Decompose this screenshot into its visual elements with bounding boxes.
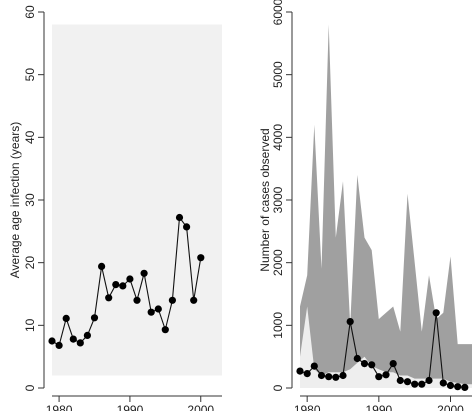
uncertainty-band-1 — [300, 306, 472, 388]
y-tick-label: 20 — [23, 256, 37, 270]
data-point — [69, 335, 77, 343]
y-tick-label: 4000 — [271, 124, 285, 151]
data-point — [368, 361, 376, 369]
data-point — [396, 376, 404, 385]
y-tick-label: 0 — [23, 384, 37, 391]
data-point — [375, 373, 383, 381]
data-point — [332, 373, 340, 381]
data-point — [346, 318, 354, 326]
data-point — [303, 370, 311, 378]
data-point — [147, 308, 155, 316]
data-point — [389, 360, 397, 368]
data-point — [119, 282, 127, 290]
y-tick-label: 60 — [23, 5, 37, 19]
data-point — [446, 381, 455, 390]
x-tick-label: 2000 — [437, 403, 464, 411]
data-point — [126, 275, 134, 283]
data-point — [403, 378, 412, 386]
data-point — [62, 314, 70, 322]
y-tick-label: 3000 — [271, 186, 285, 213]
data-point — [310, 362, 318, 370]
data-point — [154, 305, 162, 313]
data-point — [183, 223, 191, 231]
y-tick-label: 2000 — [271, 249, 285, 276]
data-point — [353, 354, 361, 363]
y-axis-title: Average age infection (years) — [8, 122, 22, 279]
y-tick-label: 1000 — [271, 312, 285, 339]
data-point — [90, 314, 99, 322]
data-point — [325, 373, 333, 381]
data-point — [360, 360, 369, 368]
left-panel-average-age: 0 10 20 30 40 50 60 1980 1990 2000 Average age inf… — [8, 5, 222, 411]
data-point — [411, 380, 419, 388]
data-point — [439, 379, 447, 387]
data-point — [175, 213, 184, 222]
x-tick-label: 1980 — [46, 403, 73, 411]
data-point — [418, 380, 426, 388]
data-point — [105, 294, 113, 302]
data-point — [190, 296, 198, 304]
data-point — [98, 262, 106, 270]
x-tick-label: 1990 — [117, 403, 144, 411]
data-point — [133, 296, 141, 304]
data-point — [296, 367, 304, 375]
y-tick-label: 0 — [271, 384, 285, 391]
series-line-0 — [51, 216, 202, 347]
data-point — [425, 376, 433, 385]
y-tick-label: 30 — [23, 193, 37, 207]
y-tick-label: 6000 — [271, 0, 285, 25]
data-point — [454, 383, 462, 391]
data-point — [112, 281, 120, 289]
uncertainty-band-1 — [52, 24, 222, 376]
data-point — [382, 371, 390, 379]
uncertainty-band-0 — [300, 24, 472, 388]
data-point — [83, 331, 91, 339]
data-point — [76, 339, 84, 347]
data-point — [168, 296, 176, 304]
data-point — [161, 326, 169, 334]
data-point — [48, 337, 56, 345]
data-point — [140, 269, 148, 277]
data-point — [461, 383, 469, 391]
data-point — [55, 341, 63, 349]
y-tick-label: 40 — [23, 130, 37, 144]
x-tick-label: 1990 — [365, 403, 392, 411]
y-tick-label: 50 — [23, 68, 37, 82]
data-point — [317, 371, 326, 380]
y-tick-label: 5000 — [271, 61, 285, 88]
data-point — [432, 309, 440, 317]
y-axis-title: Number of cases observed — [258, 128, 272, 271]
x-tick-label: 2000 — [187, 403, 214, 411]
x-tick-label: 1980 — [294, 403, 321, 411]
y-tick-label: 10 — [23, 318, 37, 332]
data-point — [339, 371, 347, 380]
data-point — [197, 254, 205, 262]
